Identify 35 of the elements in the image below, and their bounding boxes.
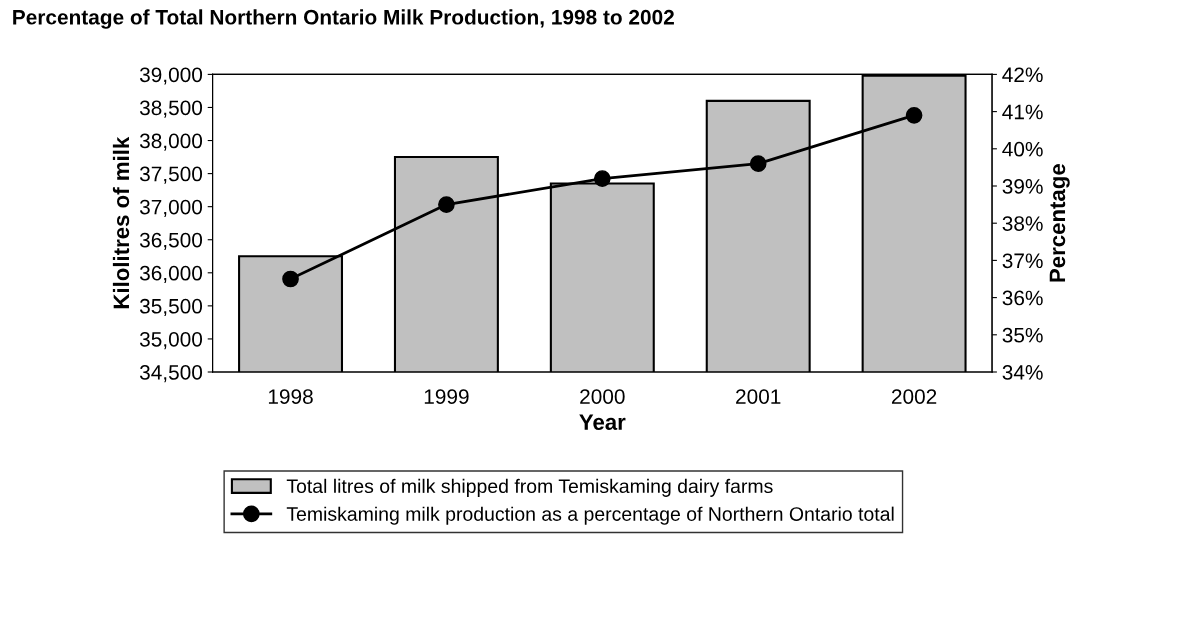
y-tick-label: 39,000 [139,67,203,85]
y-tick-label: 37,500 [139,166,203,184]
y2-tick-label: 41% [1002,104,1043,120]
point [438,196,455,213]
y2-tick-label: 36% [1002,290,1043,306]
y-tick-label: 35,000 [139,331,203,350]
point [593,170,611,187]
y-tick-label: 34,500 [139,365,203,383]
y-tick-label: 38,000 [139,133,203,151]
x-tick-label: 1998 [268,389,313,404]
y-tick-label: 37,000 [139,199,203,217]
legend-label: Total litres of milk shipped from Temiskaming dairy farms [286,478,773,497]
y2-tick-label: 40% [1002,141,1043,157]
x-tick-label: 1999 [424,389,469,404]
x-tick-label: 2000 [580,389,625,404]
y2-tick-label: 39% [1002,179,1043,194]
point [282,270,299,288]
x-tick-label: 2001 [736,389,781,404]
y2-tick-label: 34% [1002,365,1043,380]
y-tick-label: 35,500 [139,298,203,317]
point [905,106,923,124]
y-tick-label: 36,500 [139,232,203,250]
y-tick-label: 36,000 [139,265,203,284]
x-tick-label: 2002 [891,389,937,404]
y2-axis-title: Percentage [1049,164,1070,282]
legend-label: Temiskaming milk production as a percentage of Northern Ontario total [286,506,894,525]
y-tick-label: 38,500 [139,100,203,118]
y2-tick-label: 35% [1002,327,1043,343]
y-axis-title: Kilolitres of milk [112,136,130,309]
y2-tick-label: 38% [1002,216,1043,231]
chart-title: Percentage of Total Northern Ontario Milk Production, 1998 to 2002 [13,9,674,29]
point [749,155,767,173]
x-axis-title: Year [579,414,626,430]
y2-tick-label: 42% [1002,67,1043,83]
y2-tick-label: 37% [1002,253,1043,269]
